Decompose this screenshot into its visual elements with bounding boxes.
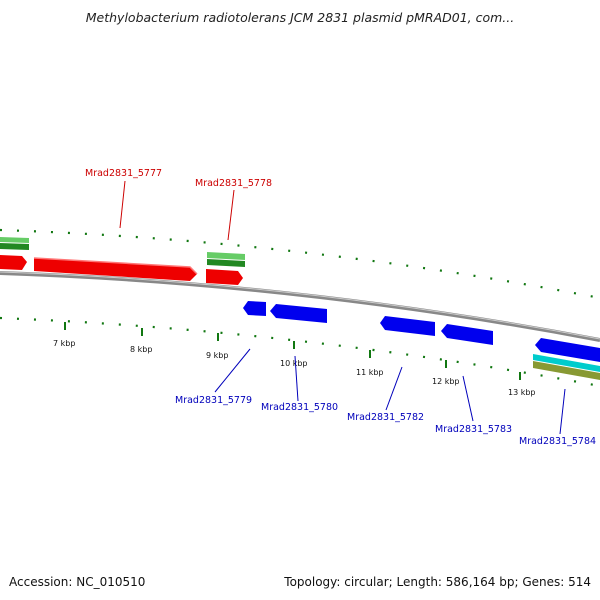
reverse-gene-labels: Mrad2831_5779 Mrad2831_5780 Mrad2831_578…	[175, 348, 596, 447]
tick-label: 7 kbp	[53, 339, 75, 348]
tick-label: 13 kbp	[508, 388, 536, 397]
scale-ticks	[64, 322, 521, 380]
reverse-cds[interactable]	[380, 316, 435, 336]
reverse-cds[interactable]	[243, 301, 266, 316]
forward-go-track	[0, 237, 245, 267]
map-title: Methylobacterium radiotolerans JCM 2831 …	[85, 10, 515, 25]
reverse-cds[interactable]	[535, 338, 600, 362]
go-block	[0, 237, 29, 243]
forward-cds[interactable]	[34, 258, 197, 281]
forward-cds[interactable]	[0, 255, 27, 270]
forward-gene-labels: Mrad2831_5777 Mrad2831_5778	[85, 168, 272, 241]
tick-label: 9 kbp	[206, 351, 228, 360]
inner-dot-track	[0, 316, 600, 388]
reverse-cog-track	[533, 354, 600, 380]
reverse-cds-track	[243, 301, 600, 362]
summary-text: Topology: circular; Length: 586,164 bp; …	[284, 575, 591, 589]
tick-label: 10 kbp	[280, 359, 308, 368]
cog-block	[533, 354, 600, 372]
forward-cds[interactable]	[206, 269, 243, 285]
gene-label[interactable]: Mrad2831_5783	[435, 424, 512, 435]
gene-label[interactable]: Mrad2831_5778	[195, 178, 272, 189]
scale-tick-labels: 7 kbp 8 kbp 9 kbp 10 kbp 11 kbp 12 kbp 1…	[53, 339, 536, 397]
accession-text: Accession: NC_010510	[9, 575, 146, 589]
go-block	[0, 243, 29, 250]
gene-label[interactable]: Mrad2831_5784	[519, 436, 596, 447]
forward-cds-track	[0, 255, 243, 285]
reverse-cds[interactable]	[270, 304, 327, 323]
gene-label[interactable]: Mrad2831_5779	[175, 395, 252, 406]
gene-label[interactable]: Mrad2831_5777	[85, 168, 162, 179]
gene-label[interactable]: Mrad2831_5782	[347, 412, 424, 423]
cog-block	[533, 361, 600, 380]
tick-label: 8 kbp	[130, 345, 152, 354]
genome-backbone	[0, 271, 600, 342]
tick-label: 12 kbp	[432, 377, 460, 386]
go-block	[207, 252, 245, 260]
tick-label: 11 kbp	[356, 368, 384, 377]
go-block	[207, 259, 245, 267]
gene-label[interactable]: Mrad2831_5780	[261, 402, 338, 413]
reverse-cds[interactable]	[441, 324, 493, 345]
